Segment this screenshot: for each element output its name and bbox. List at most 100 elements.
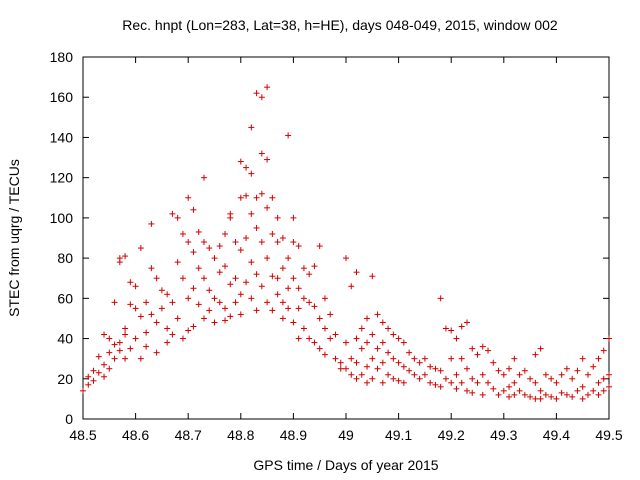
data-point — [253, 271, 260, 278]
data-point — [206, 307, 213, 314]
data-point — [343, 339, 349, 346]
data-point — [169, 210, 176, 217]
y-tick-label: 80 — [57, 250, 73, 266]
data-point — [274, 239, 281, 246]
data-point — [190, 323, 197, 330]
data-point — [316, 345, 323, 352]
data-point — [595, 355, 602, 362]
data-point — [385, 349, 392, 356]
data-point — [411, 355, 418, 362]
data-point — [437, 367, 444, 374]
data-point — [258, 150, 265, 157]
data-point — [122, 325, 129, 332]
data-point — [248, 170, 255, 177]
data-point — [558, 371, 565, 378]
data-point — [574, 367, 581, 374]
x-tick-label: 49.2 — [438, 427, 465, 443]
data-point — [185, 194, 192, 201]
y-tick-label: 120 — [50, 170, 74, 186]
data-point — [243, 279, 250, 286]
data-point — [579, 383, 586, 390]
data-point — [101, 361, 108, 368]
data-point — [358, 371, 365, 378]
data-point — [90, 367, 97, 374]
data-point — [243, 235, 250, 241]
data-point — [553, 395, 560, 402]
data-point — [421, 371, 428, 378]
data-point — [248, 259, 255, 266]
data-point — [179, 230, 186, 237]
data-point — [584, 391, 591, 398]
data-point — [158, 305, 165, 312]
data-point — [122, 355, 129, 362]
data-point — [321, 351, 328, 358]
data-point — [390, 375, 397, 382]
data-point — [164, 339, 171, 346]
data-point — [553, 379, 560, 386]
x-tick-label: 48.6 — [122, 427, 149, 443]
data-point — [116, 255, 123, 262]
data-point — [600, 387, 607, 394]
data-point — [453, 371, 460, 378]
data-point — [343, 255, 349, 262]
data-point — [111, 341, 118, 348]
data-point — [143, 299, 150, 306]
data-point — [158, 287, 165, 294]
data-point — [122, 331, 129, 338]
data-point — [479, 343, 486, 350]
y-axis-label: STEC from uqrg / TECUs — [6, 159, 22, 317]
y-axis-ticks: 0 20 40 60 80 100 120 140 160 180 — [50, 49, 609, 427]
data-point — [479, 371, 486, 378]
data-point — [506, 365, 513, 372]
data-point — [516, 371, 523, 378]
data-point — [248, 124, 255, 131]
data-point — [306, 271, 313, 278]
data-point — [400, 339, 407, 346]
data-point — [358, 345, 365, 352]
x-tick-label: 49.4 — [543, 427, 570, 443]
data-point — [116, 339, 123, 346]
data-point — [285, 305, 292, 312]
data-point — [232, 275, 239, 282]
data-point — [516, 387, 523, 394]
data-point — [258, 283, 265, 290]
data-point — [385, 325, 392, 332]
data-point — [353, 269, 360, 276]
data-point — [532, 379, 539, 386]
data-point — [316, 243, 323, 250]
data-point — [495, 391, 502, 398]
x-axis-ticks: 48.5 48.6 48.7 48.8 48.9 49 49.1 49.2 49.3 49.4 49… — [69, 57, 623, 443]
data-point — [211, 255, 218, 262]
data-point — [448, 379, 455, 386]
data-point — [285, 132, 292, 139]
y-tick-label: 60 — [57, 290, 73, 306]
data-point — [595, 391, 602, 398]
data-point — [369, 331, 376, 338]
data-point — [574, 387, 581, 394]
data-point — [274, 291, 281, 298]
data-point — [485, 347, 492, 354]
data-point — [132, 335, 139, 342]
data-point — [80, 387, 86, 394]
data-point — [195, 228, 202, 235]
data-point — [406, 349, 413, 356]
data-point — [527, 375, 534, 382]
data-point — [448, 355, 455, 362]
data-point — [458, 355, 465, 362]
data-point — [606, 335, 612, 342]
data-point — [222, 305, 229, 312]
x-tick-label: 49.1 — [385, 427, 412, 443]
data-point — [495, 367, 502, 374]
data-point — [463, 365, 470, 372]
data-point — [432, 365, 439, 372]
data-point — [579, 355, 586, 362]
data-point — [206, 287, 213, 294]
data-point — [216, 299, 223, 306]
data-point — [206, 245, 213, 252]
data-point — [264, 255, 271, 262]
data-point — [327, 335, 334, 342]
data-point — [127, 345, 134, 352]
data-point — [279, 299, 286, 306]
data-point — [190, 249, 197, 256]
